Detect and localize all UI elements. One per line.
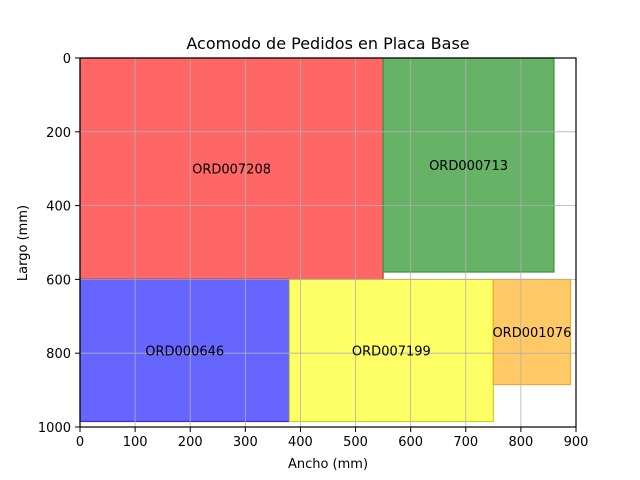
x-tick-label: 400: [288, 435, 313, 450]
order-rect-1: [382, 57, 555, 273]
order-label-3: ORD007199: [352, 344, 431, 359]
axes-frame: [79, 57, 577, 428]
y-tick-label: 800: [46, 347, 71, 362]
x-tick-label: 300: [233, 435, 258, 450]
order-label-0: ORD007208: [192, 163, 271, 178]
x-axis-label: Ancho (mm): [288, 457, 368, 472]
order-rect-3: [288, 278, 494, 423]
plot-area: ORD007208 ORD000713 ORD000646 ORD007199 ORD0…: [38, 52, 589, 450]
order-label-4: ORD001076: [492, 326, 571, 341]
x-tick-label: 500: [343, 435, 368, 450]
y-tick-label: 1000: [38, 421, 71, 436]
y-tick-label: 200: [46, 126, 71, 141]
y-tick-label: 0: [63, 52, 71, 67]
x-tick-label: 0: [76, 435, 84, 450]
order-rect-0: [79, 57, 384, 280]
y-tick-label: 400: [46, 200, 71, 215]
x-tick-label: 700: [453, 435, 478, 450]
x-tick-label: 600: [398, 435, 423, 450]
order-label-2: ORD000646: [145, 344, 224, 359]
chart-title: Acomodo de Pedidos en Placa Base: [186, 34, 469, 53]
x-tick-label: 100: [123, 435, 148, 450]
y-tick-label: 600: [46, 273, 71, 288]
x-tick-label: 200: [178, 435, 203, 450]
order-label-1: ORD000713: [429, 159, 508, 174]
order-rect-4: [492, 278, 572, 386]
x-tick-label: 800: [508, 435, 533, 450]
y-axis-label: Largo (mm): [16, 205, 31, 281]
x-tick-label: 900: [564, 435, 589, 450]
